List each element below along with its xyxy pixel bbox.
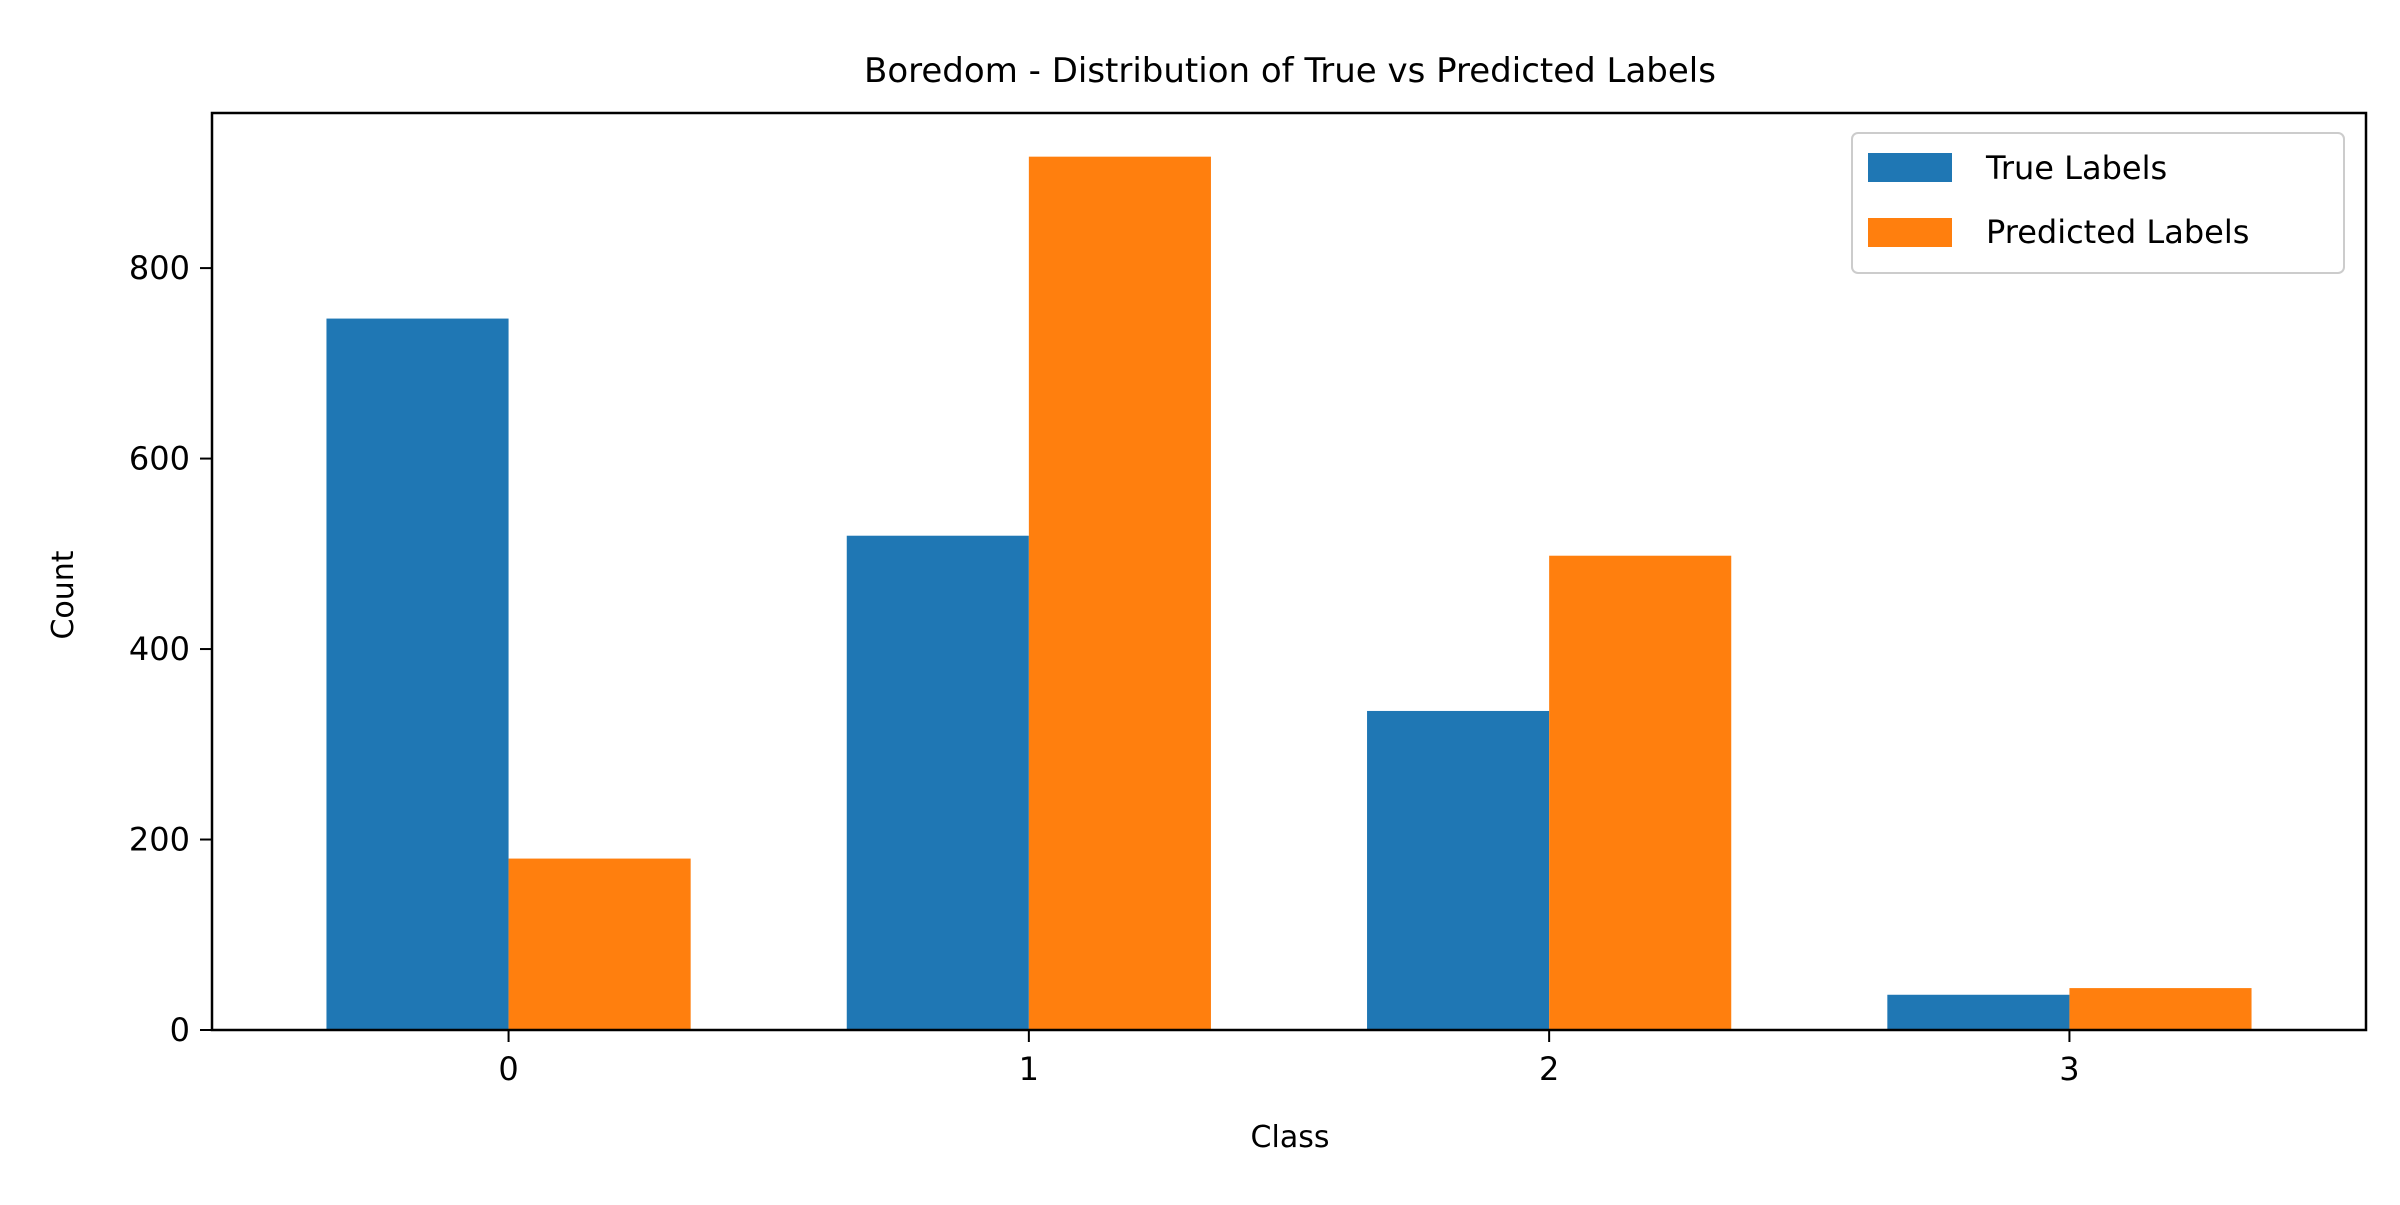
legend-swatch-true-labels: [1868, 153, 1952, 182]
x-tick-label-2: 2: [1539, 1050, 1559, 1088]
bar-predicted-labels-class-0: [508, 858, 691, 1030]
x-tick-label-3: 3: [2059, 1050, 2079, 1088]
legend-swatch-predicted-labels: [1868, 218, 1952, 247]
bar-true-labels-class-2: [1367, 710, 1550, 1030]
legend: True Labels Predicted Labels: [1851, 132, 2345, 274]
chart-title: Boredom - Distribution of True vs Predic…: [864, 51, 1716, 91]
legend-frame: [1851, 132, 2345, 274]
plot-area: 0 200 400 600 800 0 1 2 3: [129, 111, 2368, 1088]
y-axis-label: Count: [46, 550, 81, 639]
x-axis-label: Class: [1251, 1120, 1330, 1155]
bar-true-labels-class-1: [846, 535, 1029, 1030]
bar-predicted-labels-class-2: [1549, 555, 1732, 1030]
y-tick-label-200: 200: [129, 821, 190, 859]
axes-frame: [210, 111, 2368, 1032]
y-tick-label-600: 600: [129, 440, 190, 478]
bar-predicted-labels-class-3: [2069, 988, 2252, 1030]
bar-true-labels-class-3: [1887, 994, 2070, 1030]
y-tick-label-400: 400: [129, 630, 190, 668]
y-tick-label-800: 800: [129, 249, 190, 287]
x-tick-label-0: 0: [498, 1050, 518, 1088]
legend-label-true-labels: True Labels: [1985, 149, 2167, 187]
bar-true-labels-class-0: [326, 318, 509, 1031]
legend-label-predicted-labels: Predicted Labels: [1986, 213, 2249, 251]
y-tick-label-0: 0: [170, 1011, 190, 1049]
bar-predicted-labels-class-1: [1028, 156, 1211, 1030]
x-tick-label-1: 1: [1019, 1050, 1039, 1088]
